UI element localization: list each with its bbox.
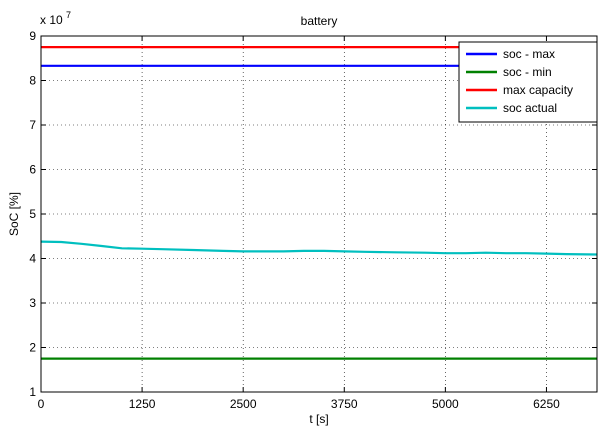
x-tick-label: 6250 — [533, 397, 560, 411]
chart-title: battery — [301, 14, 338, 28]
y-tick-label: 1 — [29, 385, 36, 399]
y-tick-label: 2 — [29, 341, 36, 355]
y-axis-exponent: x 10 7 — [40, 10, 71, 27]
x-tick-label: 2500 — [230, 397, 257, 411]
grid-lines — [41, 36, 597, 392]
legend-label-soc-max: soc - max — [503, 47, 555, 61]
x-tick-label: 5000 — [432, 397, 459, 411]
y-tick-label: 8 — [29, 74, 36, 88]
x-tick-label: 3750 — [331, 397, 358, 411]
x-tick-label: 1250 — [129, 397, 156, 411]
legend: soc - max soc - min max capacity soc actual — [458, 41, 598, 123]
x-tick-label: 0 — [38, 397, 45, 411]
y-axis-exponent-base: x 10 — [40, 13, 63, 27]
y-axis-label: SoC [%] — [7, 192, 21, 236]
y-tick-label: 3 — [29, 296, 36, 310]
y-tick-label: 5 — [29, 207, 36, 221]
legend-label-soc-actual: soc actual — [503, 101, 557, 115]
y-tick-label: 6 — [29, 163, 36, 177]
y-axis-exponent-power: 7 — [66, 10, 71, 20]
series-soc-actual-line — [40, 240, 598, 256]
y-tick-label: 7 — [29, 118, 36, 132]
y-tick-label: 4 — [29, 252, 36, 266]
legend-label-max-capacity: max capacity — [503, 83, 573, 97]
y-tick-label: 9 — [29, 29, 36, 43]
legend-label-soc-min: soc - min — [503, 65, 552, 79]
axis-ticks: 0 1250 2500 3750 5000 6250 1 2 3 4 5 6 7 8 9 — [29, 29, 597, 411]
x-axis-label: t [s] — [309, 412, 328, 426]
